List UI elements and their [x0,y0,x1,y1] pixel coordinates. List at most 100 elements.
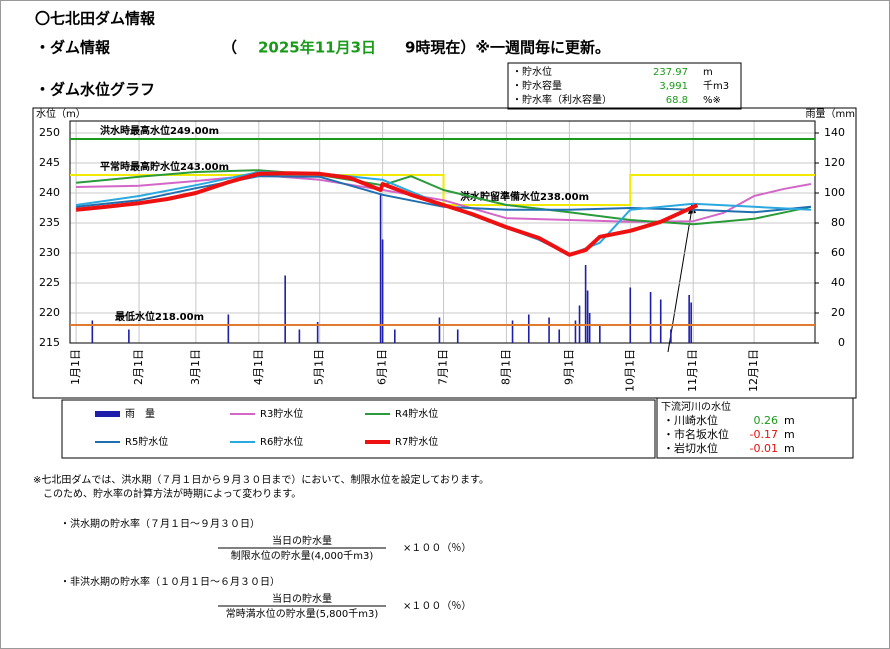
y-axis-label: 水位（m） [36,107,86,120]
time: 9時現在）※一週間毎に更新。 [405,39,610,57]
y-tick-label: 225 [39,276,60,289]
x-tick-label: 11月1日 [686,349,699,392]
rain-bar [584,265,587,343]
rain-bar [438,317,441,343]
legend-label: 雨 量 [125,408,155,420]
status-unit: %※ [703,95,721,106]
rain-bar [298,329,301,343]
y-tick-label: 240 [39,186,60,199]
reference-label: 洪水貯留準備水位238.00m [460,190,589,203]
note-line: このため、貯水率の計算方法が時期によって変わります。 [33,487,301,500]
y2-axis-label: 雨量（mm [806,108,855,120]
pointer-arrow [667,207,693,353]
status-label: ・貯水率（利水容量） [512,93,612,106]
y-tick-label: 235 [39,216,60,229]
downstream-unit: m [784,414,795,427]
page-title: 〇七北田ダム情報 [35,10,156,28]
legend-label: R7貯水位 [395,435,438,448]
y-tick-label: 245 [39,156,60,169]
rain-bar [284,275,286,343]
x-tick-label: 8月1日 [499,349,512,385]
y2-tick-label: 40 [831,276,845,289]
downstream-label: ・岩切水位 [663,441,718,455]
formula-title: ・非洪水期の貯水率（１０月１日～６月３０日） [60,575,280,588]
y-tick-label: 230 [39,246,60,259]
y2-tick-label: 140 [824,126,845,139]
rain-bar [558,329,561,343]
downstream-box [656,397,854,459]
downstream-label: ・川崎水位 [663,413,718,427]
chart-frame [32,107,857,399]
x-tick-label: 1月1日 [69,349,82,385]
x-tick-label: 12月1日 [747,349,760,392]
paren: （ [222,39,237,57]
x-tick-label: 10月1日 [623,349,636,392]
y2-tick-label: 80 [831,216,845,229]
formula-numerator: 当日の貯水量 [272,534,332,547]
rain-bar [659,299,662,343]
x-tick-label: 5月1日 [313,349,326,385]
water-level-line [76,174,812,223]
section-title: ・ダム水位グラフ [35,81,155,99]
water-level-line [75,169,812,226]
downstream-title: 下流河川の水位 [661,400,731,413]
downstream-unit: m [784,428,795,441]
status-label: ・貯水位 [512,65,552,78]
legend-label: R5貯水位 [125,435,168,448]
rain-bar [128,329,130,343]
formula-title: ・洪水期の貯水率（７月１日～９月３０日） [60,517,260,530]
legend-label: R3貯水位 [260,407,303,420]
legend-swatch [95,411,120,417]
y-tick-label: 215 [39,336,60,349]
downstream-value: -0.01 [750,442,778,455]
rain-bar [649,292,652,343]
downstream-unit: m [784,442,795,455]
reference-label: 洪水時最高水位249.00m [100,124,219,137]
y2-tick-label: 100 [824,186,845,199]
formula-factor: ×１００（％） [403,600,471,612]
rain-bar [690,302,692,343]
x-tick-label: 4月1日 [252,349,265,385]
y2-tick-label: 120 [824,156,845,169]
legend-label: R4貯水位 [395,407,438,420]
status-value: 68.8 [666,95,688,106]
note-line: ※七北田ダムでは、洪水期（７月１日から９月３０日まで）において、制限水位を設定し… [33,473,489,486]
section-title: ・ダム情報 [35,39,111,57]
y2-tick-label: 60 [831,246,845,259]
x-tick-label: 9月1日 [562,349,575,385]
rain-bar [574,320,577,343]
rain-bar [393,329,396,343]
rain-bar [688,295,690,343]
rain-bar [527,314,530,343]
legend-box [61,399,656,459]
date: 2025年11月3日 [258,39,376,57]
x-tick-label: 2月1日 [132,349,145,385]
water-level-line [75,171,699,257]
rain-bar [670,329,672,343]
rain-bar [379,194,382,343]
rain-bar [316,322,319,343]
rain-bar [586,290,589,343]
x-tick-label: 6月1日 [376,349,389,385]
downstream-value: 0.26 [754,414,779,427]
rain-bar [629,287,632,343]
status-value: 237.97 [653,67,688,78]
formula-denominator: 制限水位の貯水量(4,000千m3) [231,549,374,562]
downstream-label: ・市名坂水位 [663,427,729,441]
x-tick-label: 3月1日 [189,349,202,385]
reference-label: 最低水位218.00m [115,310,204,323]
legend-label: R6貯水位 [260,435,303,448]
y2-tick-label: 20 [831,306,845,319]
rain-bar [91,320,94,343]
y-tick-label: 250 [39,126,60,139]
reference-label: 平常時最高貯水位243.00m [100,160,229,173]
rain-bar [588,313,591,343]
rain-bar [599,325,601,343]
y2-tick-label: 0 [838,336,845,349]
rain-bar [381,239,384,343]
status-unit: 千m3 [703,80,729,92]
plot-frame [69,120,816,344]
limit-line [70,174,815,206]
formula-numerator: 当日の貯水量 [272,592,332,605]
